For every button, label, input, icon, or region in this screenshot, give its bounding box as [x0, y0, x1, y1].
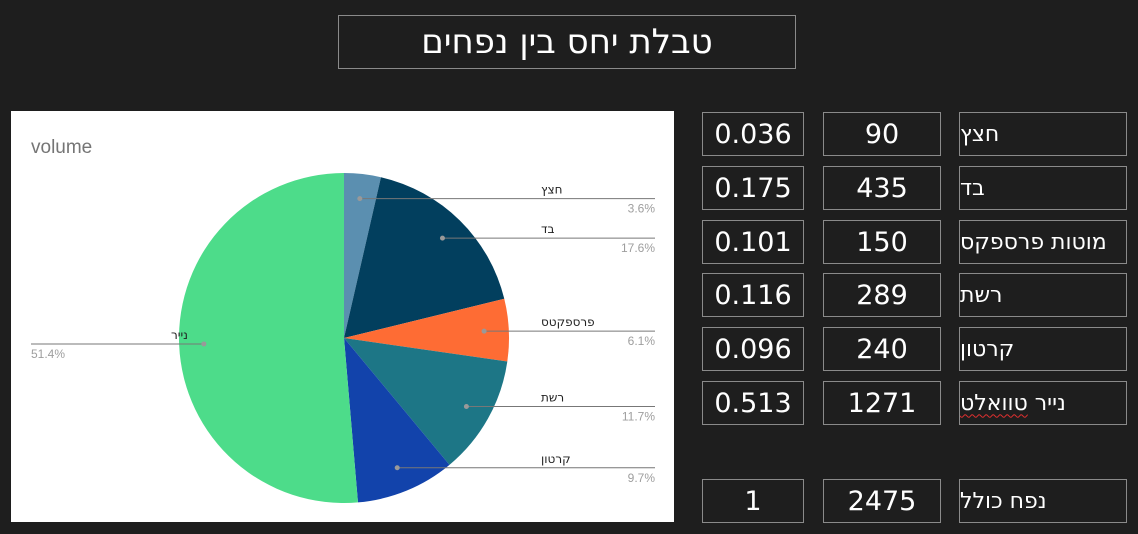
table-volume-cell: 289 [823, 273, 941, 317]
total-name-text: נפח כולל [960, 488, 1047, 514]
slice-leader-dot [357, 196, 363, 202]
slice-leader-dot [394, 465, 400, 471]
table-volume-cell: 240 [823, 327, 941, 371]
table-name-cell: בד [959, 166, 1127, 210]
table-name-cell: קרטון [959, 327, 1127, 371]
spellcheck-underline: טוואלט [960, 390, 1028, 416]
pie-slice [178, 173, 358, 504]
table-name-text: רשת [960, 282, 1003, 308]
slice-label: נייר [171, 328, 188, 342]
page-title: טבלת יחס בין נפחים [338, 15, 796, 69]
pie-chart-svg: volume חצץ 3.6% בד 17.6% פרספקטס 6.1% רשת 11.7% ק… [31, 137, 656, 504]
total-name-cell: נפח כולל [959, 479, 1127, 523]
pie-slice [344, 338, 508, 465]
total-ratio-cell: 1 [702, 479, 804, 523]
slice-percent-label: 9.7% [628, 471, 656, 485]
table-name-cell: מוטות פרספקס [959, 220, 1127, 264]
pie-slice [344, 173, 381, 338]
table-volume-text: 1271 [847, 387, 917, 419]
table-volume-text: 240 [856, 333, 908, 365]
pie-chart: volume חצץ 3.6% בד 17.6% פרספקטס 6.1% רשת 11.7% ק… [11, 111, 674, 522]
table-volume-text: 150 [856, 226, 908, 258]
table-name-text: קרטון [960, 336, 1015, 362]
total-volume-cell: 2475 [823, 479, 941, 523]
pie-slice [344, 298, 509, 362]
table-ratio-text: 0.513 [714, 387, 792, 419]
slice-percent-label: 3.6% [628, 202, 656, 216]
table-ratio-cell: 0.175 [702, 166, 804, 210]
table-ratio-text: 0.036 [714, 118, 792, 150]
table-ratio-text: 0.101 [714, 226, 792, 258]
slice-label: רשת [541, 390, 564, 404]
table-ratio-cell: 0.101 [702, 220, 804, 264]
slice-leader-dot [481, 328, 487, 334]
table-name-text: נייר טוואלט [960, 390, 1066, 416]
pie-slice [344, 177, 505, 338]
slice-leader-dot [439, 235, 445, 241]
slice-percent-label: 17.6% [621, 241, 655, 255]
table-ratio-cell: 0.036 [702, 112, 804, 156]
slice-leader-dot [201, 341, 207, 347]
table-name-text: מוטות פרספקס [960, 229, 1107, 255]
table-volume-text: 435 [856, 172, 908, 204]
table-name-text: בד [960, 175, 985, 201]
table-ratio-text: 0.175 [714, 172, 792, 204]
table-ratio-text: 0.096 [714, 333, 792, 365]
table-name-cell: נייר טוואלט [959, 381, 1127, 425]
slice-label: בד [541, 222, 555, 236]
table-ratio-cell: 0.513 [702, 381, 804, 425]
total-ratio-text: 1 [744, 485, 762, 517]
table-volume-cell: 1271 [823, 381, 941, 425]
slice-percent-label: 51.4% [31, 347, 65, 361]
table-ratio-cell: 0.096 [702, 327, 804, 371]
slice-label: חצץ [541, 183, 562, 197]
table-ratio-cell: 0.116 [702, 273, 804, 317]
table-volume-cell: 435 [823, 166, 941, 210]
slice-leader-dot [463, 403, 469, 409]
table-ratio-text: 0.116 [714, 279, 792, 311]
table-volume-cell: 150 [823, 220, 941, 264]
table-volume-text: 90 [864, 118, 900, 150]
table-name-cell: חצץ [959, 112, 1127, 156]
slice-label: קרטון [541, 452, 571, 466]
table-volume-cell: 90 [823, 112, 941, 156]
table-name-cell: רשת [959, 273, 1127, 317]
slice-percent-label: 6.1% [628, 334, 656, 348]
pie-slice [344, 338, 450, 503]
total-volume-text: 2475 [847, 485, 917, 517]
slice-percent-label: 11.7% [622, 409, 655, 423]
chart-title: volume [31, 137, 92, 158]
table-volume-text: 289 [856, 279, 908, 311]
slice-label: פרספקטס [541, 315, 595, 329]
table-name-text: חצץ [960, 121, 1000, 147]
